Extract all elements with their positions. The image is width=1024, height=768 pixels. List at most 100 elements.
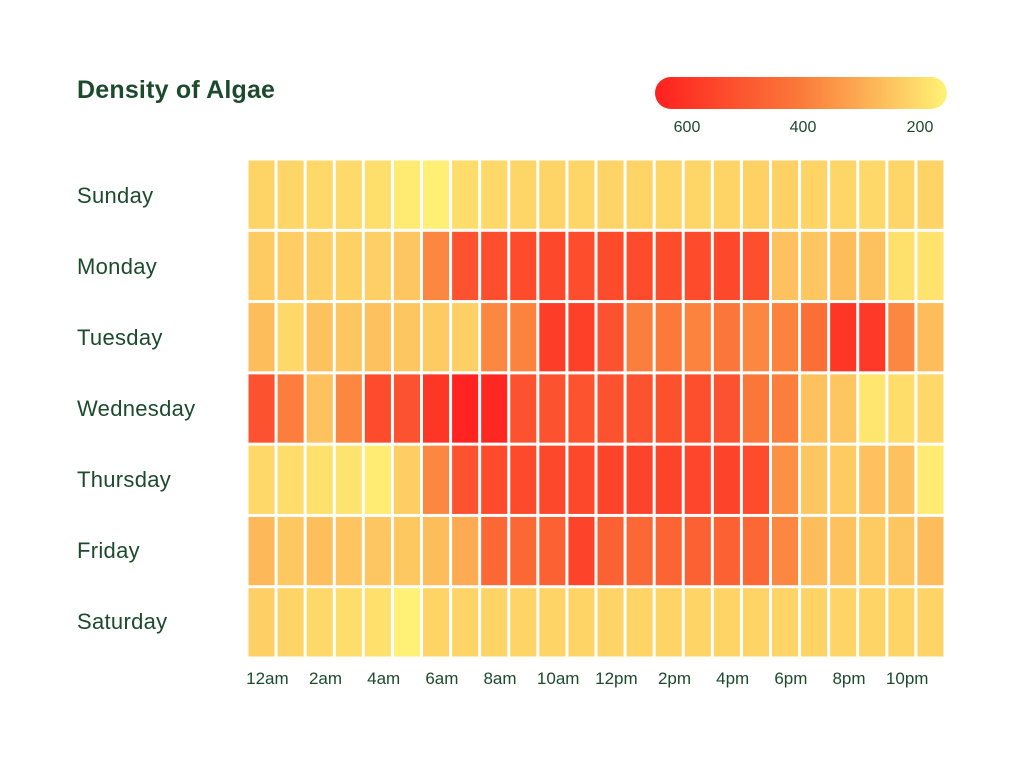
heatmap-cell-friday-12am xyxy=(248,516,275,586)
heatmap-cell-monday-3pm xyxy=(684,231,711,301)
hour-label-8pm: 8pm xyxy=(832,669,866,688)
heatmap-cell-thursday-5am xyxy=(393,445,420,514)
heatmap-cell-saturday-9am xyxy=(510,588,537,657)
heatmap-cell-saturday-5pm xyxy=(742,588,769,657)
heatmap-cell-thursday-11am xyxy=(568,445,595,514)
heatmap-cell-friday-10am xyxy=(539,516,566,586)
heatmap-cell-sunday-7am xyxy=(452,160,479,229)
heatmap-cell-saturday-4pm xyxy=(713,588,740,657)
heatmap-cell-saturday-11pm xyxy=(917,588,944,657)
heatmap-cell-wednesday-10pm xyxy=(888,374,915,443)
heatmap-cell-wednesday-9am xyxy=(510,374,537,443)
day-label-monday: Monday xyxy=(77,254,158,279)
heatmap-cell-sunday-9am xyxy=(510,160,537,229)
heatmap-cell-sunday-12pm xyxy=(597,160,624,229)
heatmap-cell-saturday-8pm xyxy=(830,588,857,657)
heatmap-cell-saturday-7am xyxy=(452,588,479,657)
day-label-friday: Friday xyxy=(77,538,140,563)
heatmap-cell-sunday-1pm xyxy=(626,160,653,229)
heatmap-cell-sunday-11am xyxy=(568,160,595,229)
heatmap-cell-saturday-1pm xyxy=(626,588,653,657)
hour-label-6am: 6am xyxy=(425,669,459,688)
heatmap-cell-monday-1am xyxy=(277,231,304,301)
heatmap-cell-wednesday-7am xyxy=(452,374,479,443)
heatmap-cell-tuesday-9pm xyxy=(859,303,886,372)
heatmap-cell-monday-5am xyxy=(393,231,420,301)
heatmap-cell-thursday-6pm xyxy=(772,445,799,514)
heatmap-cell-monday-3am xyxy=(335,231,362,301)
heatmap-cell-wednesday-2am xyxy=(306,374,333,443)
heatmap-cell-tuesday-2am xyxy=(306,303,333,372)
heatmap-cell-monday-6am xyxy=(423,231,450,301)
heatmap-cell-sunday-5pm xyxy=(742,160,769,229)
day-label-sunday: Sunday xyxy=(77,183,154,208)
heatmap-cell-friday-3am xyxy=(335,516,362,586)
heatmap-background xyxy=(247,159,945,658)
heatmap-cell-wednesday-3am xyxy=(335,374,362,443)
heatmap-cell-thursday-7am xyxy=(452,445,479,514)
heatmap-cell-monday-12am xyxy=(248,231,275,301)
heatmap-cell-thursday-3pm xyxy=(684,445,711,514)
heatmap-cell-sunday-1am xyxy=(277,160,304,229)
day-label-saturday: Saturday xyxy=(77,609,168,634)
heatmap-cell-friday-5am xyxy=(393,516,420,586)
heatmap-cell-tuesday-8am xyxy=(481,303,508,372)
heatmap-cell-wednesday-12pm xyxy=(597,374,624,443)
heatmap-cell-thursday-6am xyxy=(423,445,450,514)
heatmap-cell-friday-1pm xyxy=(626,516,653,586)
heatmap-cell-saturday-10am xyxy=(539,588,566,657)
hour-label-12am: 12am xyxy=(246,669,289,688)
heatmap-cell-monday-7pm xyxy=(801,231,828,301)
heatmap-cell-wednesday-3pm xyxy=(684,374,711,443)
heatmap-cell-wednesday-9pm xyxy=(859,374,886,443)
heatmap-cell-tuesday-6pm xyxy=(772,303,799,372)
heatmap-cell-friday-3pm xyxy=(684,516,711,586)
hour-label-6pm: 6pm xyxy=(774,669,808,688)
chart-title: Density of Algae xyxy=(77,76,276,104)
heatmap-cell-monday-1pm xyxy=(626,231,653,301)
day-label-tuesday: Tuesday xyxy=(77,325,163,350)
heatmap-cell-saturday-2pm xyxy=(655,588,682,657)
heatmap-cell-wednesday-11pm xyxy=(917,374,944,443)
heatmap-cell-friday-9am xyxy=(510,516,537,586)
heatmap-cell-friday-1am xyxy=(277,516,304,586)
heatmap-cell-friday-11pm xyxy=(917,516,944,586)
heatmap-cell-monday-8am xyxy=(481,231,508,301)
heatmap-cell-thursday-2pm xyxy=(655,445,682,514)
heatmap-cell-monday-6pm xyxy=(772,231,799,301)
heatmap-cell-thursday-1pm xyxy=(626,445,653,514)
heatmap-cell-thursday-10am xyxy=(539,445,566,514)
heatmap-cell-thursday-8am xyxy=(481,445,508,514)
heatmap-cell-saturday-3pm xyxy=(684,588,711,657)
heatmap-cell-tuesday-4pm xyxy=(713,303,740,372)
heatmap-cell-wednesday-11am xyxy=(568,374,595,443)
heatmap-cell-sunday-12am xyxy=(248,160,275,229)
heatmap-cell-wednesday-2pm xyxy=(655,374,682,443)
heatmap-cell-sunday-2am xyxy=(306,160,333,229)
heatmap-cell-tuesday-7am xyxy=(452,303,479,372)
heatmap-cell-monday-2pm xyxy=(655,231,682,301)
heatmap-cell-sunday-7pm xyxy=(801,160,828,229)
heatmap-cell-tuesday-10am xyxy=(539,303,566,372)
heatmap-cell-sunday-9pm xyxy=(859,160,886,229)
heatmap-cell-wednesday-6am xyxy=(423,374,450,443)
heatmap-cell-tuesday-2pm xyxy=(655,303,682,372)
heatmap-cell-monday-9am xyxy=(510,231,537,301)
heatmap-cell-tuesday-4am xyxy=(364,303,391,372)
color-scale-bar xyxy=(655,77,947,109)
heatmap-cell-friday-4am xyxy=(364,516,391,586)
heatmap-cell-tuesday-12pm xyxy=(597,303,624,372)
hour-label-8am: 8am xyxy=(483,669,517,688)
heatmap-cell-wednesday-4pm xyxy=(713,374,740,443)
heatmap-cell-wednesday-7pm xyxy=(801,374,828,443)
heatmap-cell-monday-11pm xyxy=(917,231,944,301)
heatmap-cell-sunday-8am xyxy=(481,160,508,229)
heatmap-cell-friday-7am xyxy=(452,516,479,586)
heatmap-cell-sunday-4pm xyxy=(713,160,740,229)
heatmap-cell-tuesday-5am xyxy=(393,303,420,372)
color-scale-label-200: 200 xyxy=(906,119,934,136)
heatmap-cell-monday-8pm xyxy=(830,231,857,301)
heatmap-cell-wednesday-1am xyxy=(277,374,304,443)
heatmap-cell-monday-10pm xyxy=(888,231,915,301)
heatmap-cell-thursday-2am xyxy=(306,445,333,514)
